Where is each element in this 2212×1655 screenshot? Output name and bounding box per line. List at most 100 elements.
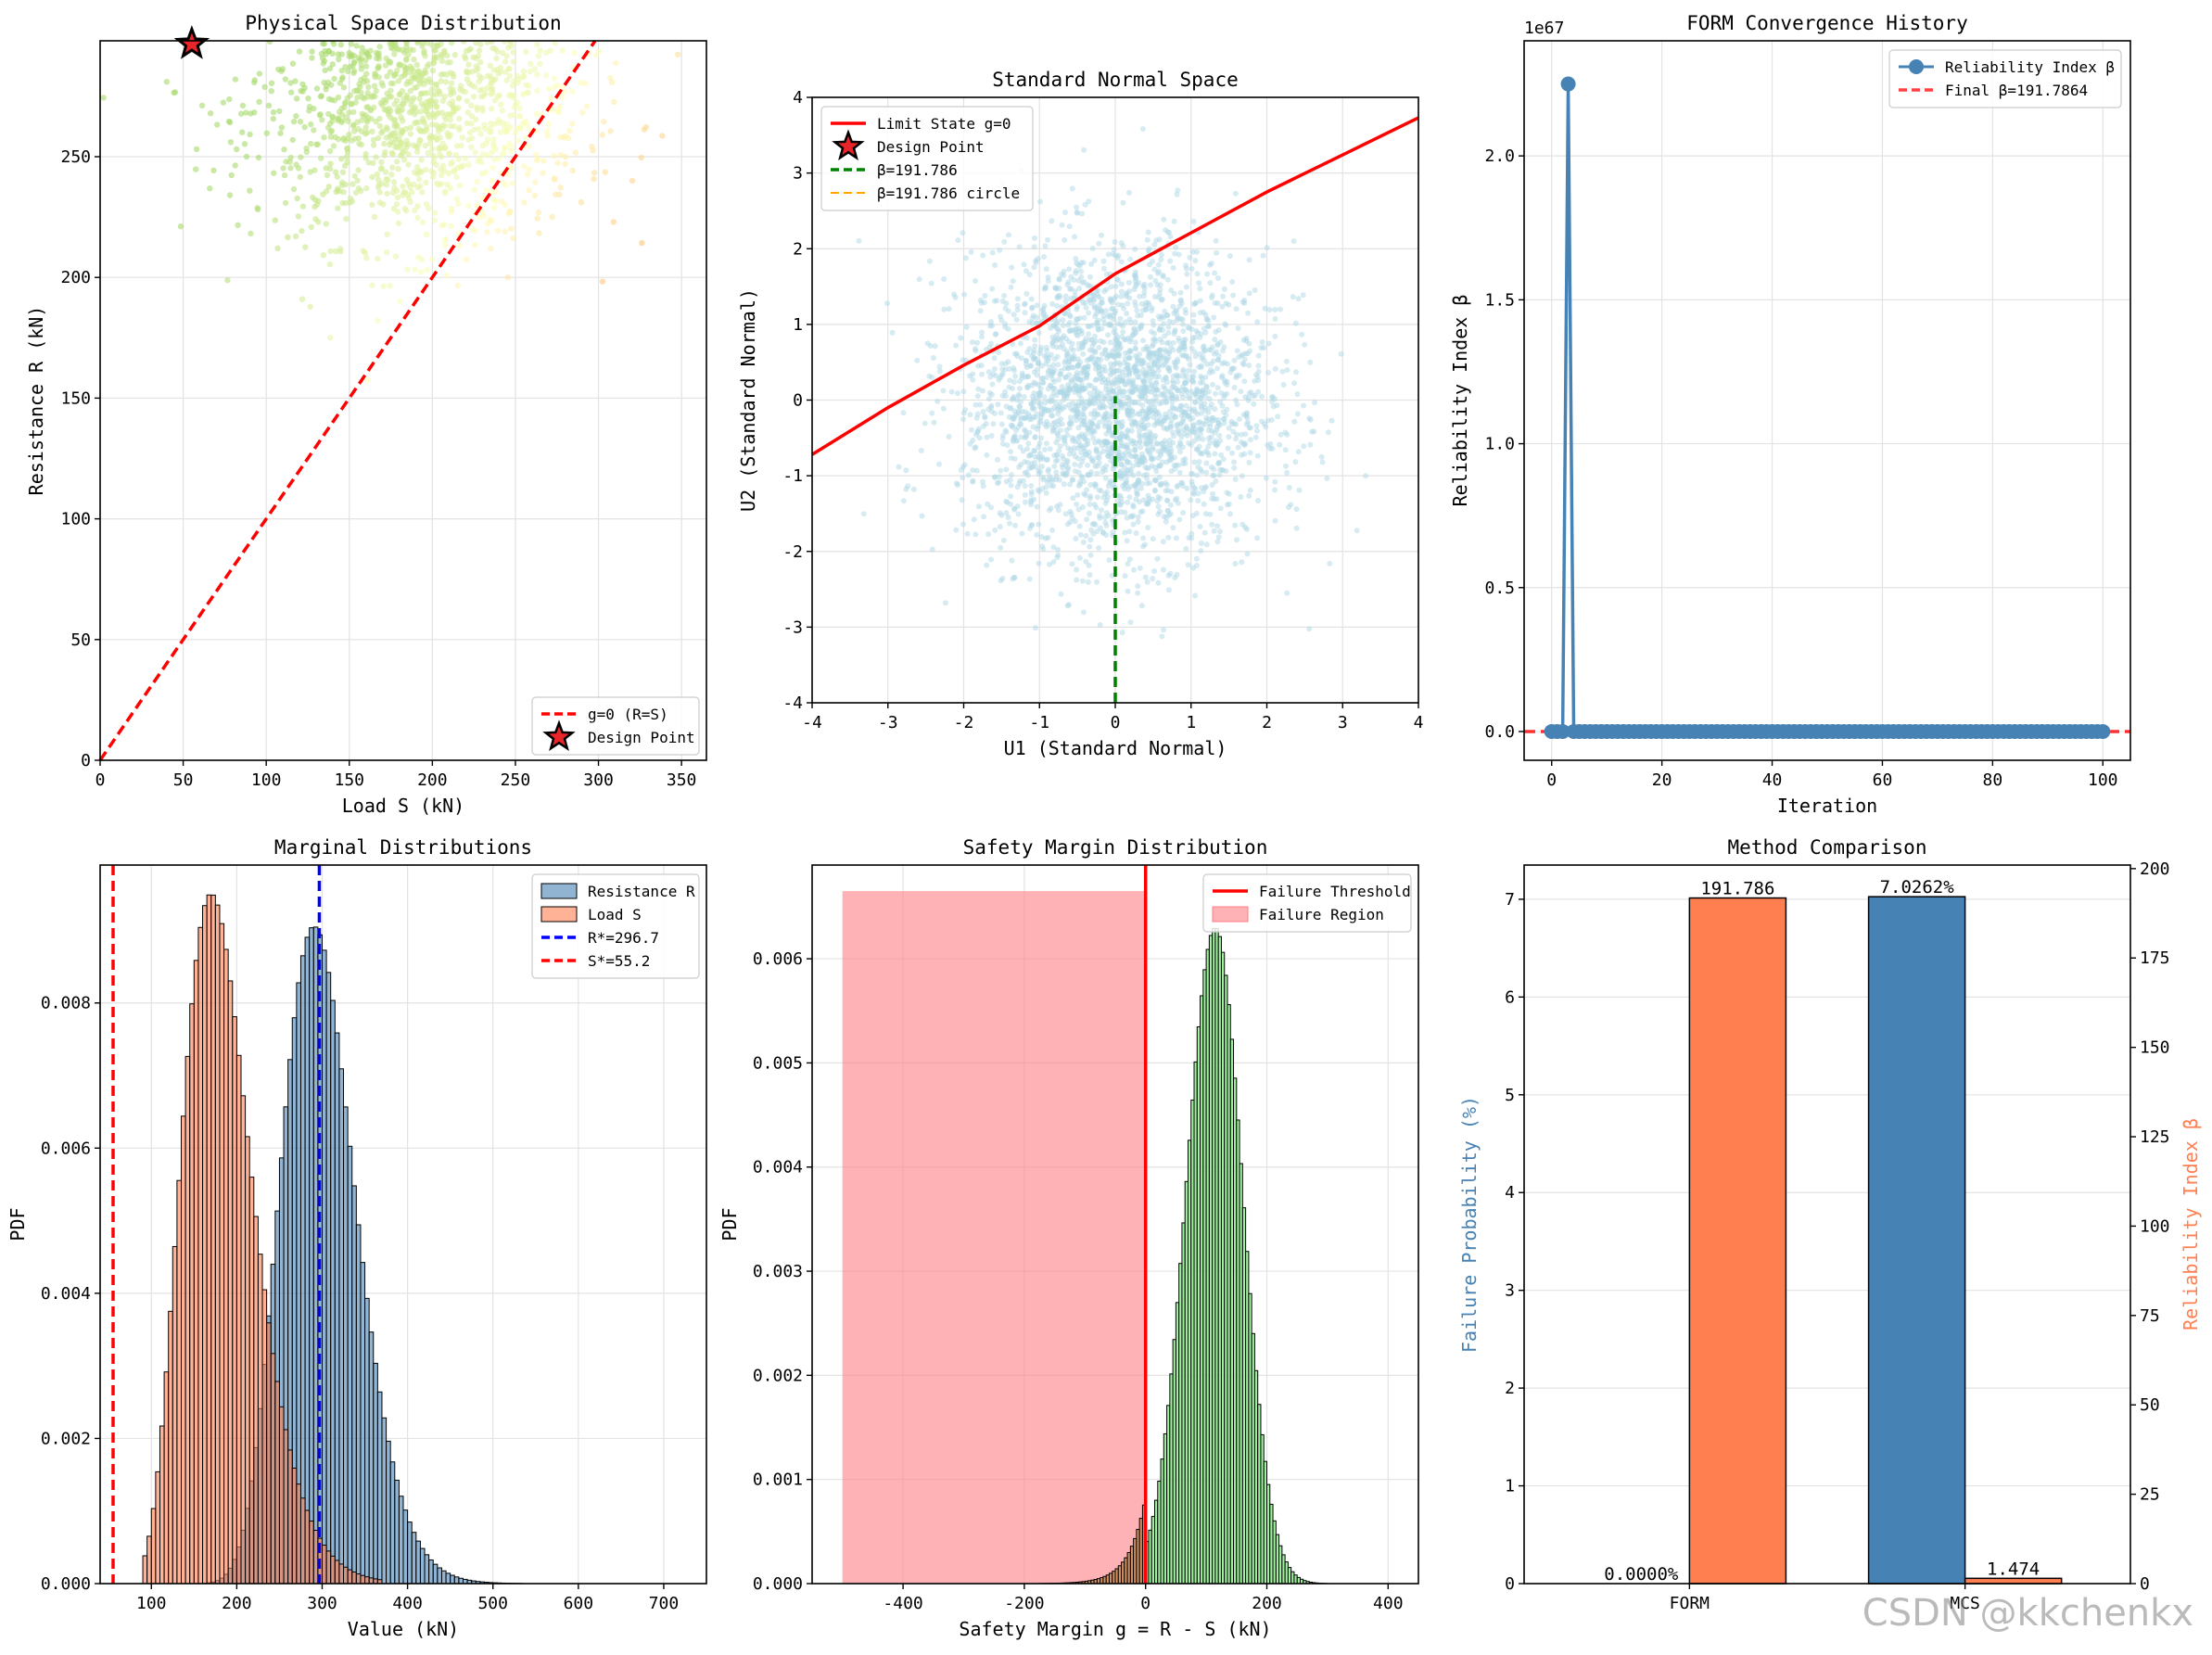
sample-point xyxy=(997,474,1002,480)
sample-point xyxy=(369,128,375,134)
sample-point xyxy=(1023,335,1030,341)
sample-point xyxy=(448,223,454,229)
sample-point xyxy=(1279,368,1286,375)
sample-point xyxy=(1092,464,1099,469)
sample-point xyxy=(442,79,450,85)
sample-point xyxy=(1162,438,1168,444)
sample-point xyxy=(326,121,334,127)
sample-point xyxy=(354,177,361,185)
histogram-bar xyxy=(304,936,311,1585)
sample-point xyxy=(1078,473,1085,479)
sample-point xyxy=(900,498,907,504)
sample-point xyxy=(1306,626,1313,632)
sample-point xyxy=(490,121,498,127)
sample-point xyxy=(1223,322,1229,328)
sample-point xyxy=(414,184,421,191)
sample-point xyxy=(362,155,369,161)
csdn-watermark: CSDN @kkchenkx xyxy=(1862,1592,2193,1635)
sample-point xyxy=(1116,340,1123,347)
sample-point xyxy=(340,84,348,91)
sample-point xyxy=(1292,459,1299,465)
sample-point xyxy=(232,162,238,169)
histogram-bar xyxy=(245,1136,250,1585)
sample-point xyxy=(491,156,498,162)
sample-point xyxy=(479,105,486,111)
sample-point xyxy=(234,146,240,153)
sample-point xyxy=(931,419,937,426)
sample-point xyxy=(226,95,233,103)
sample-point xyxy=(1190,312,1197,318)
sample-point xyxy=(465,61,472,68)
sample-point xyxy=(388,114,394,121)
sample-point xyxy=(1234,537,1239,543)
sample-point xyxy=(1075,455,1081,462)
sample-point xyxy=(368,94,375,100)
sample-point xyxy=(1109,450,1115,456)
sample-point xyxy=(1089,246,1096,251)
sample-point xyxy=(1179,444,1186,451)
sample-point xyxy=(1131,327,1138,333)
sample-point xyxy=(378,180,386,187)
sample-point xyxy=(1007,520,1012,527)
sample-point xyxy=(1319,459,1326,465)
sample-point xyxy=(980,252,986,259)
sample-point xyxy=(1163,340,1170,347)
y-tick-label: -1 xyxy=(782,466,803,486)
sample-point xyxy=(1191,368,1198,375)
sample-point xyxy=(1118,288,1125,295)
sample-point xyxy=(1280,382,1287,388)
sample-point xyxy=(1055,336,1062,342)
legend-patch xyxy=(540,883,578,899)
sample-point xyxy=(991,298,998,304)
sample-point xyxy=(967,373,973,379)
sample-point xyxy=(547,47,553,54)
sample-point xyxy=(1173,535,1179,541)
sample-point xyxy=(1145,229,1151,236)
histogram-bar xyxy=(381,1417,388,1585)
sample-point xyxy=(1115,435,1122,441)
sample-point xyxy=(429,68,437,74)
sample-point xyxy=(312,216,319,223)
sample-point xyxy=(439,140,446,146)
sample-point xyxy=(1189,427,1195,434)
sample-point xyxy=(980,388,985,394)
sample-point xyxy=(317,93,324,100)
sample-point xyxy=(438,71,444,78)
sample-point xyxy=(1214,249,1220,256)
sample-point xyxy=(383,248,390,256)
sample-point xyxy=(1034,531,1040,538)
sample-point xyxy=(922,420,928,426)
sample-point xyxy=(421,48,427,55)
sample-point xyxy=(1082,299,1088,306)
x-tick-label: 0 xyxy=(1111,713,1121,732)
sample-point xyxy=(534,87,540,95)
p4-panel: 100 200 300 400 500 600 7000.0000.0020.0040.00… xyxy=(6,836,707,1640)
sample-point xyxy=(1060,341,1066,348)
sample-point xyxy=(1032,453,1038,460)
sample-point xyxy=(454,282,461,288)
sample-point xyxy=(1239,452,1245,458)
x-tick-label: 60 xyxy=(1873,770,1893,790)
histogram-bar xyxy=(309,1521,314,1585)
x-tick-label: 100 xyxy=(2088,770,2118,790)
sample-point xyxy=(1192,592,1199,599)
sample-point xyxy=(1197,310,1203,316)
legend-label: g=0 (R=S) xyxy=(588,706,668,723)
sample-point xyxy=(554,82,561,89)
sample-point xyxy=(986,396,992,402)
sample-point xyxy=(1209,344,1215,350)
y-tick-label-right: 200 xyxy=(2140,859,2170,879)
sample-point xyxy=(1151,488,1158,494)
sample-point xyxy=(1126,556,1133,563)
sample-point xyxy=(464,120,471,127)
x-tick-label: 400 xyxy=(392,1594,423,1613)
sample-point xyxy=(553,191,559,198)
sample-point xyxy=(562,88,568,95)
sample-point xyxy=(1260,252,1266,259)
histogram-bar xyxy=(424,1554,430,1585)
sample-point xyxy=(478,94,485,100)
sample-point xyxy=(1088,527,1095,533)
sample-point xyxy=(1247,437,1253,443)
